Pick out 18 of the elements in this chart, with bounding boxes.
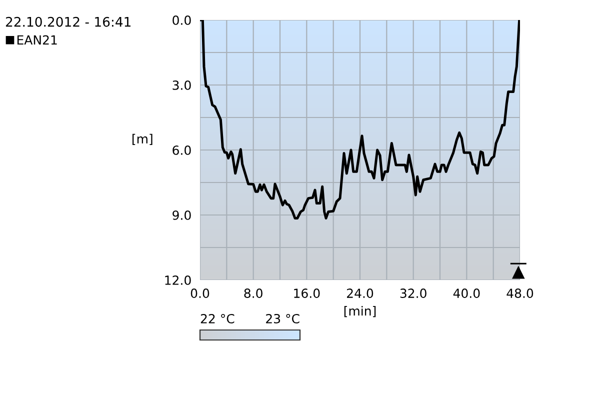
x-tick-label: 48.0 [506, 288, 534, 298]
x-tick-label: 32.0 [400, 288, 426, 298]
x-tick-label: 24.0 [347, 288, 374, 298]
y-tick-label: 9.0 [172, 210, 191, 220]
x-tick-label: 8.0 [244, 288, 262, 298]
y-tick-label: 12.0 [165, 275, 191, 285]
y-tick-label: 3.0 [172, 80, 191, 90]
x-tick-label: 0.0 [190, 288, 210, 298]
color-bar-label: 23 °C [266, 314, 300, 324]
y-tick-label: 0.0 [172, 15, 191, 25]
x-axis-title: [min] [344, 306, 376, 318]
color-bar-label: 22 °C [200, 314, 234, 324]
text: 22.10.2012 - 16:41 [6, 16, 130, 27]
legend-label: EAN21 [17, 35, 57, 44]
y-tick-label: 6.0 [172, 145, 191, 155]
y-axis-title: [m] [132, 134, 152, 146]
x-tick-label: 16.0 [294, 288, 320, 298]
x-tick-label: 40.0 [453, 288, 480, 298]
